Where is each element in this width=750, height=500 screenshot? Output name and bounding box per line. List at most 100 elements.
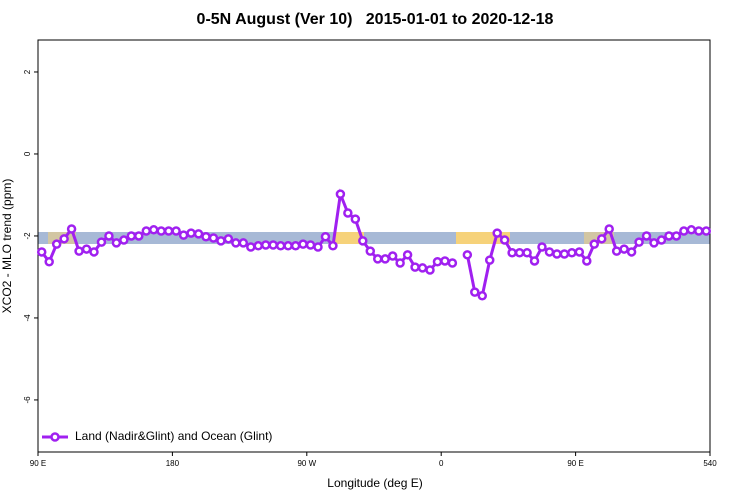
data-point — [432, 257, 443, 267]
data-point — [387, 251, 398, 261]
data-point — [96, 237, 107, 247]
legend-marker — [50, 432, 60, 442]
data-point — [492, 228, 502, 238]
data-point — [208, 233, 219, 243]
data-point — [686, 225, 697, 235]
data-point — [238, 238, 249, 248]
data-point — [679, 226, 689, 236]
data-point — [499, 235, 510, 245]
data-point — [148, 225, 159, 235]
y-tick-label: 0 — [23, 151, 32, 156]
data-point — [246, 242, 256, 252]
data-point — [574, 247, 585, 257]
data-point — [380, 254, 390, 264]
data-point — [589, 239, 600, 249]
data-point — [477, 291, 488, 301]
y-tick-label: -2 — [23, 232, 32, 240]
data-point — [328, 241, 338, 251]
data-point — [335, 189, 346, 199]
legend-label: Land (Nadir&Glint) and Ocean (Glint) — [75, 429, 272, 443]
data-point — [544, 247, 555, 257]
data-point — [260, 240, 271, 250]
data-point — [283, 241, 293, 251]
legend: Land (Nadir&Glint) and Ocean (Glint) — [42, 429, 272, 443]
x-axis-label: Longitude (deg E) — [327, 476, 422, 490]
y-axis-label: XCO2 - MLO trend (ppm) — [0, 179, 14, 314]
x-tick-label: 90 W — [297, 459, 316, 468]
data-point — [694, 226, 704, 236]
data-point — [178, 230, 189, 240]
data-point — [552, 249, 562, 259]
data-point — [425, 265, 435, 275]
y-tick-label: 2 — [23, 69, 32, 74]
data-point — [305, 240, 316, 250]
data-point — [141, 226, 152, 236]
data-point — [186, 228, 196, 238]
data-point — [634, 237, 644, 247]
data-point — [253, 241, 264, 251]
x-tick-label: 180 — [166, 459, 180, 468]
data-point — [470, 287, 480, 297]
data-point — [649, 238, 659, 248]
data-point — [604, 224, 614, 234]
data-point — [313, 242, 323, 252]
data-point — [447, 258, 458, 268]
data-point — [275, 241, 286, 251]
x-tick-label: 540 — [703, 459, 717, 468]
data-point — [44, 257, 54, 267]
data-point — [365, 246, 376, 256]
x-tick-label: 90 E — [567, 459, 583, 468]
data-point — [395, 258, 405, 268]
y-tick-label: -6 — [23, 396, 32, 404]
data-point — [596, 234, 607, 244]
data-point — [104, 231, 114, 241]
data-point — [641, 231, 652, 241]
data-point — [111, 238, 122, 248]
data-point — [201, 232, 211, 242]
data-point — [268, 240, 278, 250]
data-point — [81, 244, 92, 254]
data-point — [358, 236, 368, 246]
data-point — [51, 239, 62, 249]
data-point — [440, 256, 450, 266]
data-point — [664, 231, 674, 241]
data-point — [611, 246, 622, 256]
data-point — [410, 262, 420, 272]
x-tick-label: 90 E — [30, 459, 46, 468]
data-point — [372, 254, 383, 264]
data-point — [343, 208, 353, 218]
data-point — [582, 256, 592, 266]
data-point — [74, 246, 84, 256]
data-point — [156, 226, 166, 236]
data-point — [402, 250, 413, 260]
y-tick-label: -4 — [23, 314, 32, 322]
data-point — [163, 226, 174, 236]
data-point — [537, 242, 547, 252]
data-point — [298, 239, 308, 249]
data-point — [193, 229, 204, 239]
data-point — [701, 226, 712, 236]
data-point — [216, 236, 226, 246]
data-point — [514, 248, 525, 258]
data-point — [559, 249, 570, 259]
data-point — [626, 247, 637, 257]
x-tick-label: 0 — [439, 459, 444, 468]
data-point — [619, 244, 629, 254]
data-point — [89, 247, 99, 257]
data-point — [134, 231, 144, 241]
data-point — [171, 226, 181, 236]
data-point — [656, 235, 667, 245]
data-point — [320, 232, 331, 242]
land-band — [334, 232, 364, 244]
data-point — [522, 248, 532, 258]
data-point — [507, 248, 517, 258]
data-point — [484, 255, 495, 265]
data-point — [223, 234, 234, 244]
data-point — [462, 250, 473, 260]
data-point — [66, 224, 77, 234]
data-point — [290, 241, 301, 251]
data-point — [231, 238, 241, 248]
plot-frame — [37, 39, 711, 453]
